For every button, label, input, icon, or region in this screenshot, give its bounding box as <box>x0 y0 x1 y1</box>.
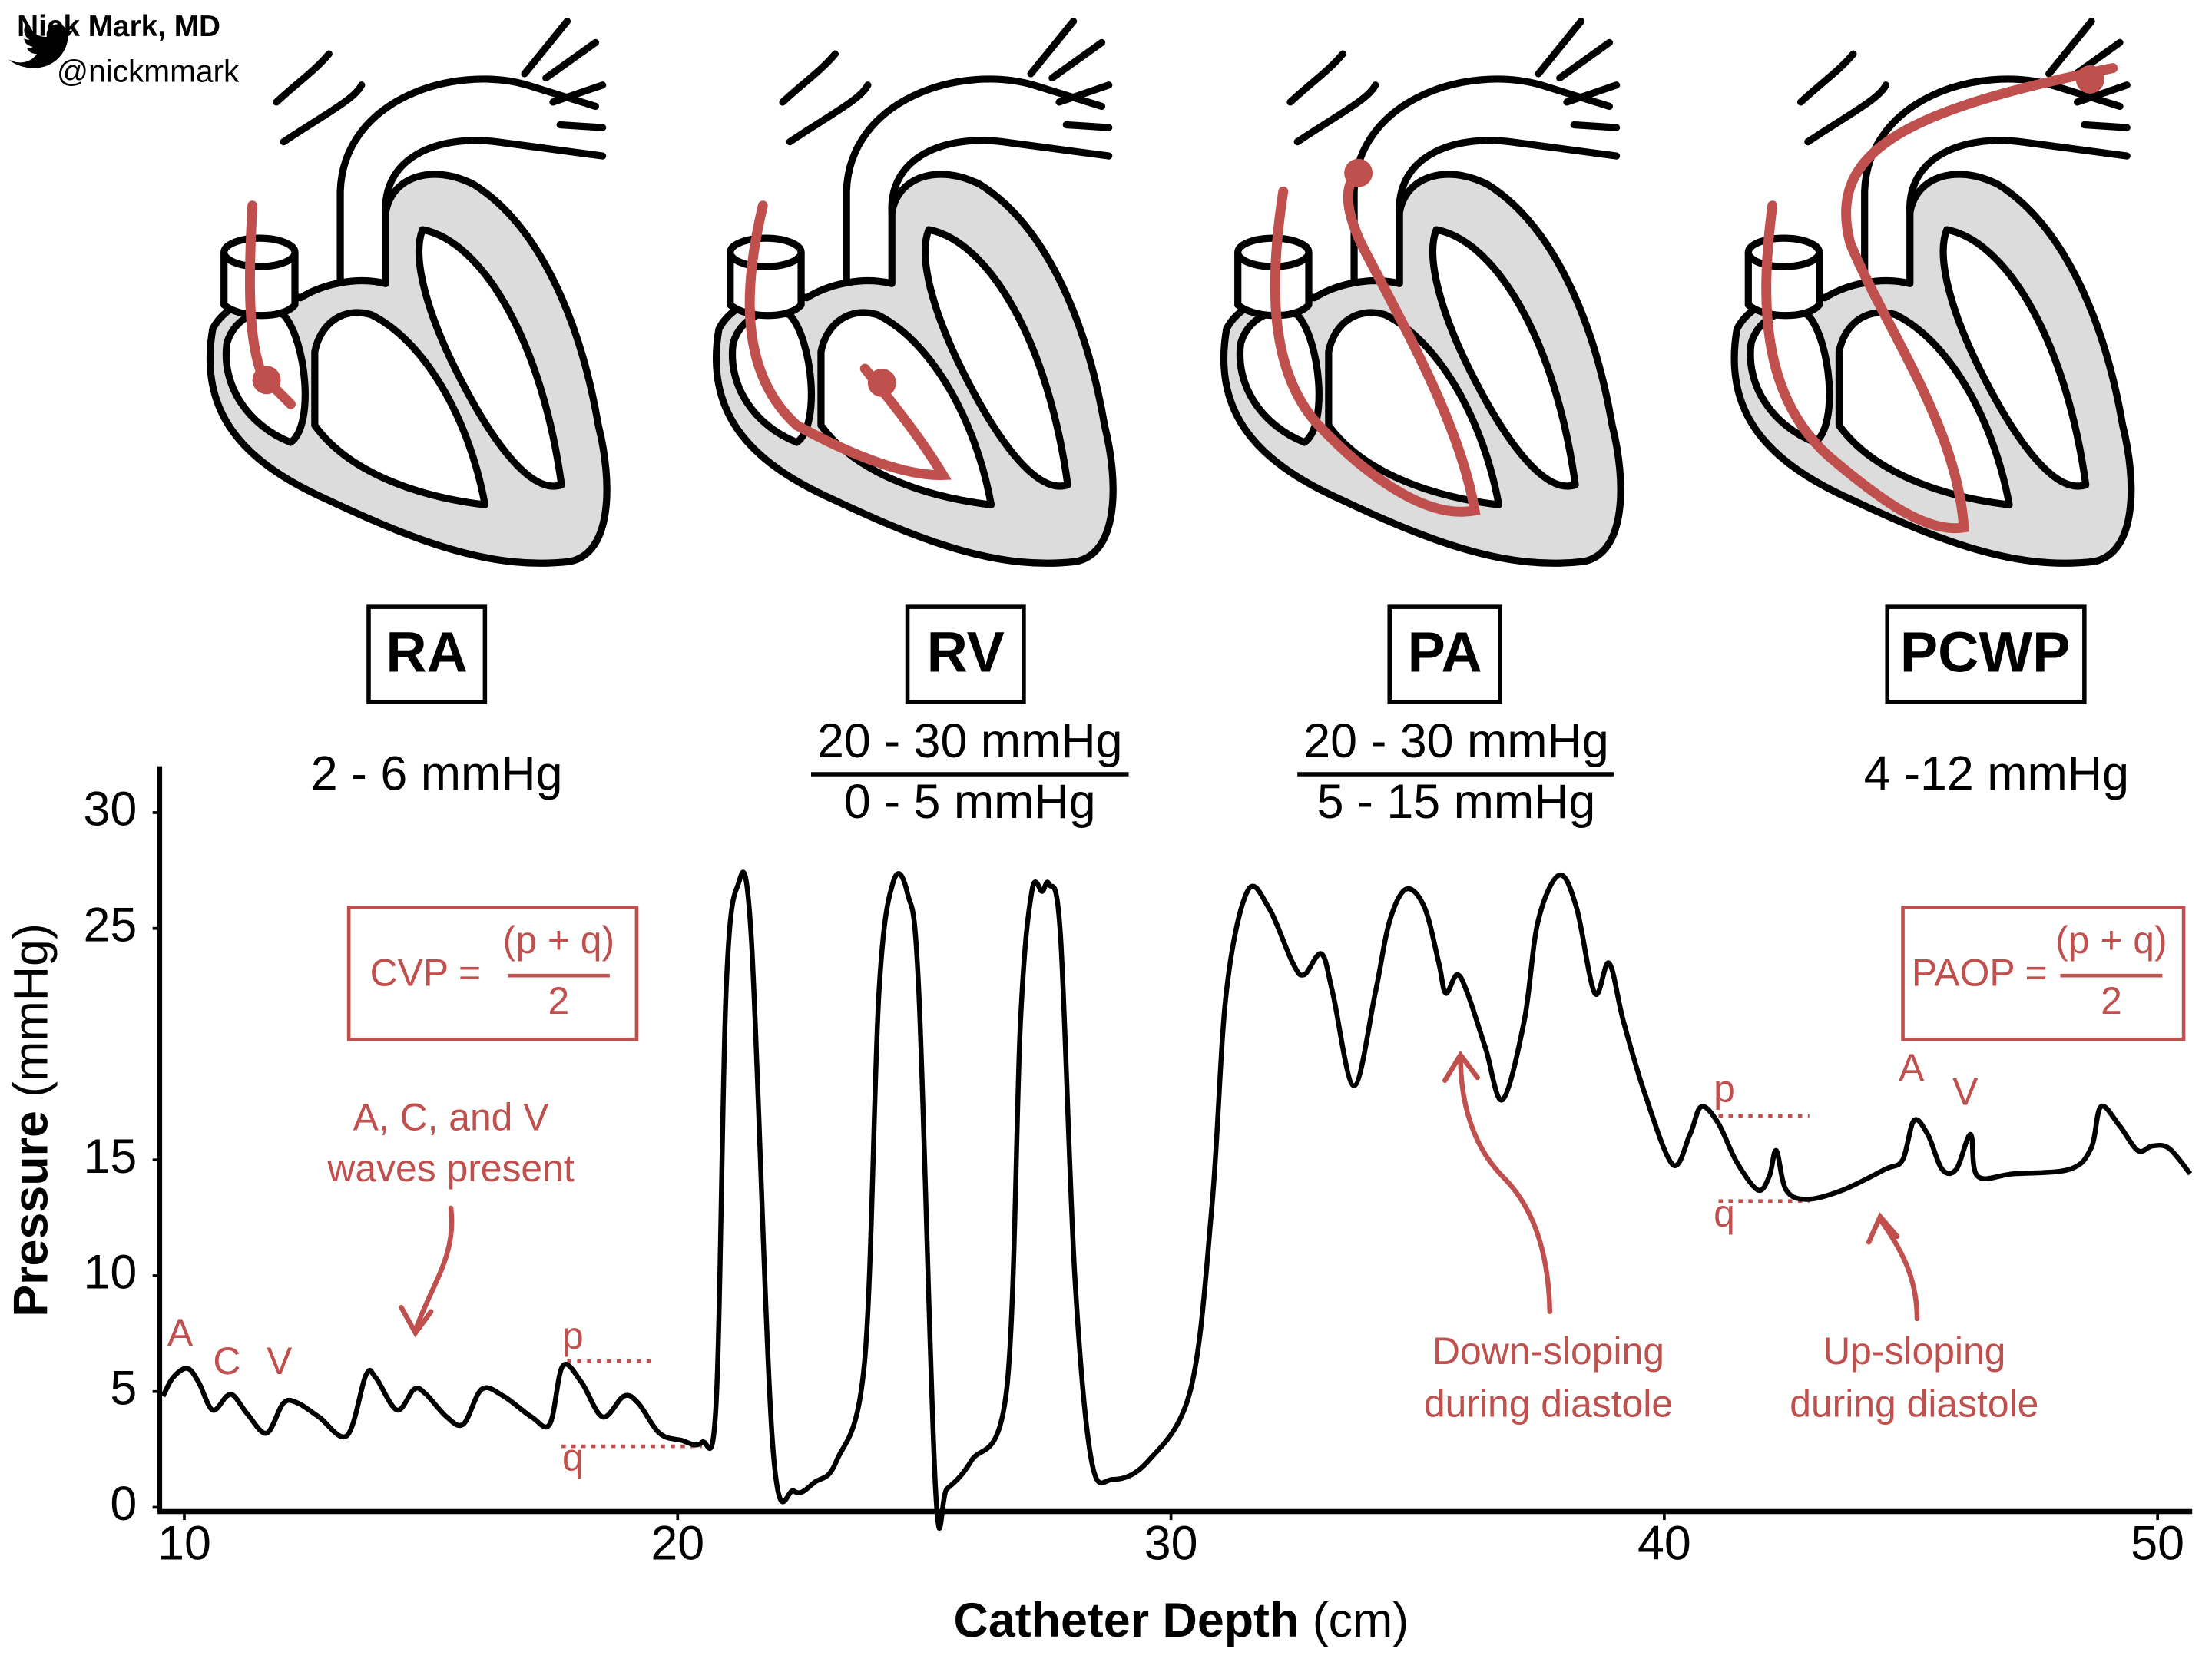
catheter-tip <box>252 366 281 395</box>
y-tick-label: 25 <box>84 898 137 952</box>
label-box <box>1387 604 1502 704</box>
y-tick-label: 0 <box>110 1477 137 1531</box>
heart-pcwp <box>1734 22 2131 564</box>
catheter-tip <box>2075 65 2104 94</box>
catheter <box>244 200 296 409</box>
catheter <box>1270 167 1481 517</box>
wave-label: A <box>1899 1046 1925 1089</box>
pressure-systolic: 20 - 30 mmHg <box>1303 714 1609 768</box>
q-label: q <box>1714 1192 1735 1235</box>
pressure-range: 2 - 6 mmHg <box>311 747 563 800</box>
y-tick-label: 15 <box>84 1130 137 1184</box>
annotation: A, C, and V <box>353 1096 550 1139</box>
y-tick-label: 10 <box>84 1246 137 1300</box>
label-box <box>366 604 488 704</box>
formula-name: CVP = <box>370 951 482 994</box>
panel-label: PCWP <box>1900 620 2071 684</box>
formula-denominator: 2 <box>2101 979 2122 1022</box>
pressure-trace <box>161 869 2193 1532</box>
annotation: Down-sloping <box>1432 1330 1664 1373</box>
catheter-tip <box>1344 158 1373 187</box>
y-axis-label: Pressure (mmHg) <box>4 923 58 1317</box>
arrow <box>1442 1050 1553 1314</box>
y-tick-label: 30 <box>84 783 137 836</box>
formula-name: PAOP = <box>1912 951 2048 994</box>
panel-label: PA <box>1408 620 1482 684</box>
x-tick-label: 20 <box>651 1517 704 1571</box>
twitter-icon <box>8 24 75 68</box>
x-tick-label: 40 <box>1637 1517 1691 1571</box>
handle: @nickmmark <box>57 54 240 89</box>
annotation: during diastole <box>1790 1382 2038 1426</box>
annotation: during diastole <box>1424 1382 1673 1426</box>
pressure-range: 4 -12 mmHg <box>1864 747 2129 800</box>
panel-label: RV <box>927 620 1005 684</box>
heart-ra <box>210 22 607 564</box>
x-tick-label: 10 <box>157 1517 211 1571</box>
q-label: q <box>562 1436 584 1479</box>
wave-label: V <box>267 1339 293 1382</box>
catheter-tip <box>867 369 896 397</box>
annotation: waves present <box>326 1147 574 1190</box>
wave-label: A <box>167 1311 194 1354</box>
pressure-diastolic: 0 - 5 mmHg <box>844 775 1096 829</box>
label-box <box>905 604 1026 704</box>
wave-label: C <box>213 1339 240 1382</box>
arrow <box>399 1205 455 1338</box>
formula-numerator: (p + q) <box>503 919 614 962</box>
wave-label: V <box>1952 1070 1979 1113</box>
x-axis-label-unit: (cm) <box>1313 1593 1409 1647</box>
x-axis-label-main: Catheter Depth <box>954 1593 1300 1647</box>
x-tick-label: 30 <box>1144 1517 1198 1571</box>
pressure-systolic: 20 - 30 mmHg <box>817 714 1123 768</box>
annotation: Up-sloping <box>1823 1330 2005 1373</box>
pressure-diastolic: 5 - 15 mmHg <box>1317 775 1596 829</box>
y-axis-label-main: Pressure <box>4 1111 58 1317</box>
plot: 0 5 10 15 25 30 10 20 30 40 50 <box>84 766 2193 1571</box>
y-tick-label: 5 <box>110 1361 137 1415</box>
heart-rv <box>717 22 1114 564</box>
x-axis-label: Catheter Depth (cm) <box>954 1593 1409 1647</box>
label-box <box>1885 604 2087 704</box>
x-tick-label: 50 <box>2131 1517 2184 1571</box>
catheter <box>1761 63 2118 534</box>
arrow <box>1866 1212 1920 1322</box>
panel-label: RA <box>386 620 468 684</box>
p-label: p <box>1714 1068 1735 1111</box>
formula-box <box>1901 906 2186 1041</box>
p-label: p <box>562 1314 584 1357</box>
formula-denominator: 2 <box>548 979 570 1022</box>
catheter <box>744 200 952 480</box>
heart-pa <box>1224 22 1621 564</box>
formula-box <box>346 906 639 1041</box>
y-axis-label-unit: (mmHg) <box>4 923 58 1098</box>
formula-numerator: (p + q) <box>2055 919 2167 962</box>
